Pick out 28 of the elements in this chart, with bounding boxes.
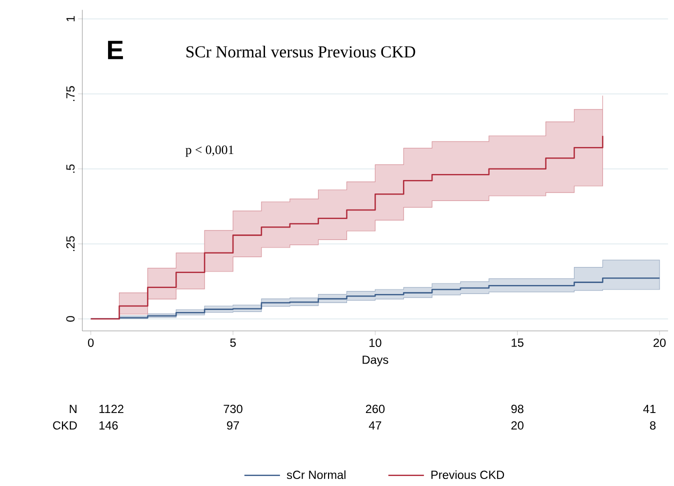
text: 730 [224, 404, 242, 414]
text: 41 [643, 404, 656, 413]
text: 20 [511, 421, 524, 430]
annotation: p < 0,001 [186, 146, 234, 157]
annotation: E [108, 40, 123, 60]
y-tick-label: .25 [66, 236, 75, 252]
text: 47 [368, 421, 382, 430]
y-tick-label: 0 [66, 316, 75, 322]
x-tick-label: 5 [230, 338, 236, 347]
text: SCr Normal versus Previous CKD [186, 46, 416, 58]
text: 97 [226, 421, 239, 430]
text: 146 [99, 421, 118, 430]
text: N [70, 404, 76, 413]
x-tick-label: 0 [88, 338, 94, 347]
text: 1122 [99, 404, 124, 414]
text: 260 [366, 404, 385, 414]
text: CKD [53, 421, 77, 430]
x-axis-title: Days [362, 356, 388, 366]
y-tick-label: .75 [66, 86, 75, 102]
y-tick-label: .5 [66, 164, 75, 173]
y-tick-label: 1 [66, 16, 75, 22]
x-tick-label: 20 [654, 338, 666, 347]
legend-label: sCr Normal [286, 470, 346, 480]
x-tick-label: 15 [512, 338, 524, 347]
text: 8 [650, 421, 656, 430]
text: 98 [511, 404, 524, 414]
x-tick-label: 10 [370, 338, 382, 347]
legend-label: Previous CKD [431, 470, 504, 480]
